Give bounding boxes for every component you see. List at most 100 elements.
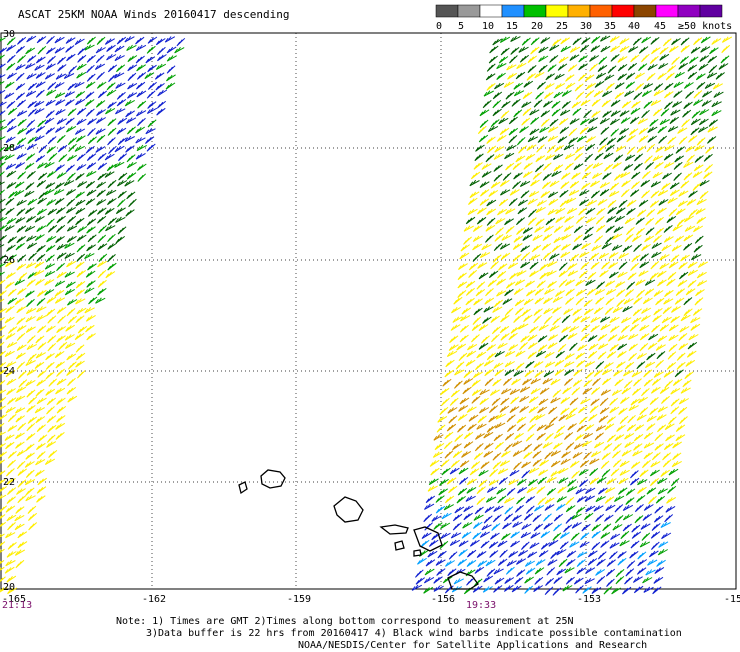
wind-barb bbox=[472, 371, 483, 379]
wind-barb bbox=[481, 335, 490, 344]
wind-barb bbox=[95, 297, 106, 304]
wind-barb bbox=[497, 468, 509, 475]
wind-barb bbox=[667, 351, 677, 360]
wind-barb bbox=[595, 568, 605, 576]
wind-barb bbox=[615, 575, 625, 585]
wind-barb bbox=[560, 45, 571, 53]
wind-barb bbox=[443, 440, 453, 450]
wind-barb bbox=[76, 307, 87, 315]
wind-barb bbox=[600, 531, 611, 539]
wind-barb bbox=[585, 487, 596, 494]
wind-barb bbox=[543, 297, 553, 305]
wind-barb bbox=[444, 495, 455, 504]
wind-barb bbox=[96, 71, 105, 81]
wind-barb bbox=[499, 549, 508, 558]
wind-barb bbox=[625, 154, 636, 162]
wind-barb bbox=[95, 47, 106, 54]
wind-barb bbox=[455, 361, 465, 370]
wind-barb bbox=[136, 81, 146, 90]
wind-barb bbox=[671, 56, 680, 65]
wind-barb bbox=[34, 261, 45, 269]
wind-barb bbox=[582, 432, 594, 440]
wind-barb bbox=[523, 512, 534, 521]
wind-barb bbox=[24, 162, 35, 170]
wind-barb bbox=[581, 242, 591, 250]
wind-barb bbox=[688, 190, 698, 198]
wind-barb bbox=[619, 45, 630, 53]
wind-barb bbox=[504, 369, 515, 377]
wind-barb bbox=[637, 478, 648, 486]
wind-barb bbox=[624, 432, 635, 440]
wind-barb bbox=[97, 260, 108, 268]
wind-barb bbox=[576, 495, 587, 503]
wind-barb bbox=[575, 91, 585, 100]
wind-barb bbox=[525, 567, 536, 575]
wind-barb bbox=[513, 314, 523, 323]
wind-barb bbox=[656, 351, 666, 360]
wind-barb bbox=[639, 253, 649, 261]
wind-barb bbox=[534, 576, 544, 585]
wind-barb bbox=[522, 378, 532, 386]
wind-barb bbox=[6, 477, 16, 486]
wind-barb bbox=[691, 254, 702, 261]
wind-barb bbox=[483, 575, 494, 583]
legend-swatch bbox=[699, 4, 723, 18]
wind-barb bbox=[520, 531, 532, 539]
wind-barb bbox=[479, 531, 490, 538]
wind-barb bbox=[124, 180, 135, 187]
wind-barb bbox=[5, 332, 16, 340]
lon-label: -159 bbox=[287, 594, 311, 605]
wind-barb bbox=[683, 242, 693, 251]
wind-barb bbox=[68, 143, 77, 153]
wind-barb bbox=[486, 568, 496, 577]
wind-barb bbox=[636, 289, 645, 298]
wind-barb bbox=[74, 128, 86, 135]
wind-barb bbox=[56, 306, 67, 315]
wind-barb bbox=[480, 189, 490, 197]
map-title: ASCAT 25KM NOAA Winds 20160417 descendin… bbox=[18, 8, 290, 21]
wind-barb bbox=[47, 136, 57, 145]
wind-barb bbox=[626, 226, 635, 236]
wind-barb bbox=[483, 431, 494, 439]
wind-barb bbox=[675, 288, 686, 296]
wind-barb bbox=[628, 404, 639, 412]
wind-barb bbox=[598, 252, 609, 260]
wind-barb bbox=[527, 198, 538, 205]
legend-tick-label: 25 bbox=[556, 21, 568, 32]
wind-barb bbox=[16, 449, 27, 457]
wind-barb bbox=[477, 262, 488, 269]
wind-barb bbox=[16, 460, 26, 470]
wind-barb bbox=[66, 198, 76, 207]
wind-barb bbox=[637, 209, 647, 217]
wind-barb bbox=[500, 252, 511, 260]
wind-barb bbox=[107, 242, 117, 250]
wind-barb bbox=[557, 63, 568, 71]
wind-barb bbox=[548, 198, 559, 206]
wind-barb bbox=[530, 116, 540, 125]
wind-barb bbox=[584, 153, 593, 162]
wind-barb bbox=[636, 361, 646, 370]
wind-barb bbox=[515, 71, 526, 80]
wind-barb bbox=[559, 109, 571, 116]
wind-barb bbox=[56, 378, 67, 386]
wind-barb bbox=[500, 47, 510, 56]
wind-barb bbox=[460, 315, 471, 322]
wind-barb bbox=[465, 495, 476, 502]
wind-barb bbox=[0, 478, 6, 484]
wind-barb bbox=[580, 118, 590, 126]
wind-barb bbox=[597, 343, 609, 350]
wind-barb bbox=[551, 108, 561, 117]
wind-barb bbox=[553, 153, 564, 161]
wind-barb bbox=[476, 423, 487, 430]
wind-barb bbox=[693, 99, 704, 106]
wind-barb bbox=[484, 377, 494, 387]
wind-barb bbox=[515, 362, 525, 371]
wind-barb bbox=[632, 387, 642, 396]
wind-barb bbox=[458, 263, 468, 271]
wind-barb bbox=[490, 315, 500, 323]
wind-barb bbox=[695, 73, 706, 81]
wind-barb bbox=[582, 586, 592, 594]
wind-barb bbox=[7, 254, 17, 262]
wind-barb bbox=[5, 281, 15, 289]
wind-barb bbox=[86, 36, 96, 45]
